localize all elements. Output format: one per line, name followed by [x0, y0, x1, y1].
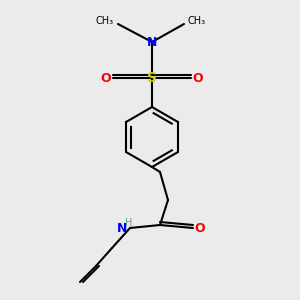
Text: N: N	[147, 35, 157, 49]
Text: N: N	[117, 221, 127, 235]
Text: S: S	[147, 71, 157, 85]
Text: O: O	[195, 221, 205, 235]
Text: H: H	[125, 218, 133, 228]
Text: CH₃: CH₃	[96, 16, 114, 26]
Text: CH₃: CH₃	[188, 16, 206, 26]
Text: O: O	[193, 71, 203, 85]
Text: O: O	[101, 71, 111, 85]
